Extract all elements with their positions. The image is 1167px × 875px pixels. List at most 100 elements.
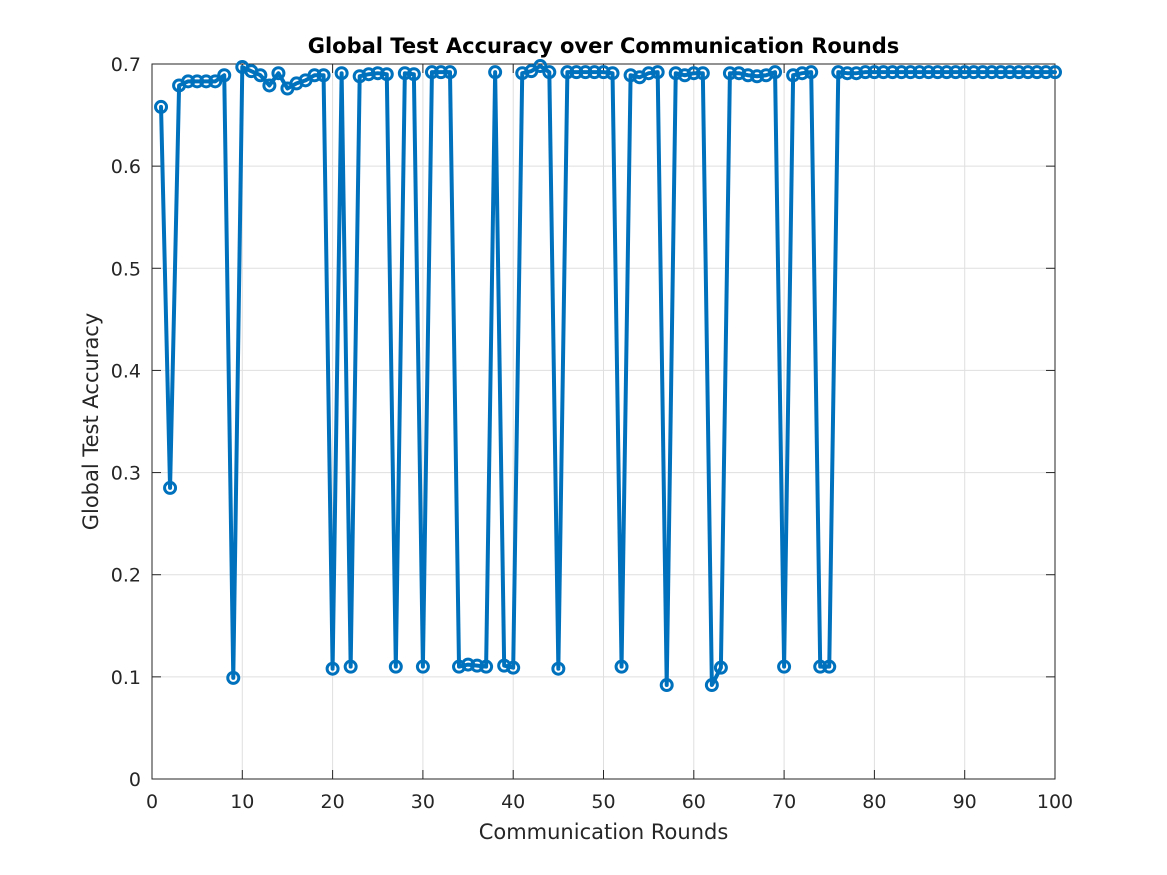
x-tick-label: 80 <box>862 791 886 813</box>
series-line <box>159 64 1057 688</box>
data-point <box>533 59 548 74</box>
data-point <box>831 65 846 80</box>
data-point <box>659 678 674 693</box>
data-point <box>596 65 611 80</box>
x-tick-label: 30 <box>411 791 435 813</box>
data-point <box>695 66 710 81</box>
x-tick-label: 10 <box>230 791 254 813</box>
data-point <box>190 74 205 89</box>
data-point <box>569 65 584 80</box>
data-point <box>623 68 638 83</box>
data-point <box>199 74 214 89</box>
data-point <box>208 74 223 89</box>
data-point <box>713 660 728 675</box>
data-point <box>768 65 783 80</box>
data-point <box>542 65 557 80</box>
data-point <box>361 67 376 82</box>
x-tick-label: 20 <box>321 791 345 813</box>
data-point <box>217 68 232 83</box>
data-point <box>641 66 656 81</box>
data-point <box>804 65 819 80</box>
data-point <box>181 74 196 89</box>
y-axis-label: Global Test Accuracy <box>79 313 103 531</box>
data-point <box>957 65 972 80</box>
chart-title: Global Test Accuracy over Communication … <box>308 34 900 58</box>
y-tick-label: 0.6 <box>111 156 141 178</box>
x-tick-label: 70 <box>772 791 796 813</box>
x-tick-label: 40 <box>501 791 525 813</box>
data-point <box>424 65 439 80</box>
data-point <box>740 68 755 83</box>
y-tick-label: 0.5 <box>111 258 141 280</box>
data-point <box>397 66 412 81</box>
series-layer <box>154 59 1062 693</box>
data-point <box>163 480 178 495</box>
y-tick-label: 0.1 <box>111 667 141 689</box>
data-point <box>461 657 476 672</box>
data-point <box>948 65 963 80</box>
data-point <box>614 659 629 674</box>
axis-ticks: 0 10 20 30 40 50 60 70 80 90 100 0 0.1 0.2 0.3 0.4 0.5 0.… <box>111 54 1073 813</box>
data-point <box>1038 65 1053 80</box>
data-point <box>786 68 801 83</box>
data-point <box>415 659 430 674</box>
data-point <box>876 65 891 80</box>
y-tick-label: 0.2 <box>111 565 141 587</box>
data-point <box>894 65 909 80</box>
data-point <box>587 65 602 80</box>
data-point <box>452 659 467 674</box>
data-point <box>668 66 683 81</box>
data-point <box>1020 65 1035 80</box>
data-point <box>822 659 837 674</box>
data-point <box>316 68 331 83</box>
data-point <box>154 99 169 114</box>
data-point <box>370 66 385 81</box>
data-point <box>795 66 810 81</box>
data-point <box>560 65 575 80</box>
y-tick-label: 0.7 <box>111 54 141 76</box>
data-point <box>578 65 593 80</box>
data-point <box>433 65 448 80</box>
data-point <box>1011 65 1026 80</box>
data-point <box>343 659 358 674</box>
data-point <box>488 65 503 80</box>
data-point <box>840 66 855 81</box>
data-point <box>975 65 990 80</box>
data-point <box>704 678 719 693</box>
data-point <box>379 67 394 82</box>
data-point <box>1002 65 1017 80</box>
data-point <box>849 66 864 81</box>
data-point <box>506 660 521 675</box>
data-point <box>551 661 566 676</box>
x-tick-label: 60 <box>682 791 706 813</box>
data-point <box>686 66 701 81</box>
x-tick-label: 0 <box>146 791 158 813</box>
x-axis-label: Communication Rounds <box>479 820 729 844</box>
data-point <box>1048 65 1062 80</box>
data-point <box>939 65 954 80</box>
data-point <box>226 670 241 685</box>
x-tick-label: 90 <box>953 791 977 813</box>
data-point <box>903 65 918 80</box>
data-point <box>867 65 882 80</box>
data-point <box>497 658 512 673</box>
data-point <box>515 66 530 81</box>
y-tick-label: 0.4 <box>111 360 141 382</box>
data-point <box>470 658 485 673</box>
data-point <box>1029 65 1044 80</box>
data-point <box>885 65 900 80</box>
y-tick-label: 0 <box>129 769 141 791</box>
data-point <box>352 69 367 84</box>
x-tick-label: 100 <box>1037 791 1073 813</box>
data-point <box>677 68 692 83</box>
data-point <box>325 661 340 676</box>
data-point <box>605 66 620 81</box>
y-tick-label: 0.3 <box>111 463 141 485</box>
data-point <box>930 65 945 80</box>
data-point <box>921 65 936 80</box>
data-point <box>406 67 421 82</box>
data-point <box>442 65 457 80</box>
data-point <box>813 659 828 674</box>
data-point <box>262 78 277 93</box>
